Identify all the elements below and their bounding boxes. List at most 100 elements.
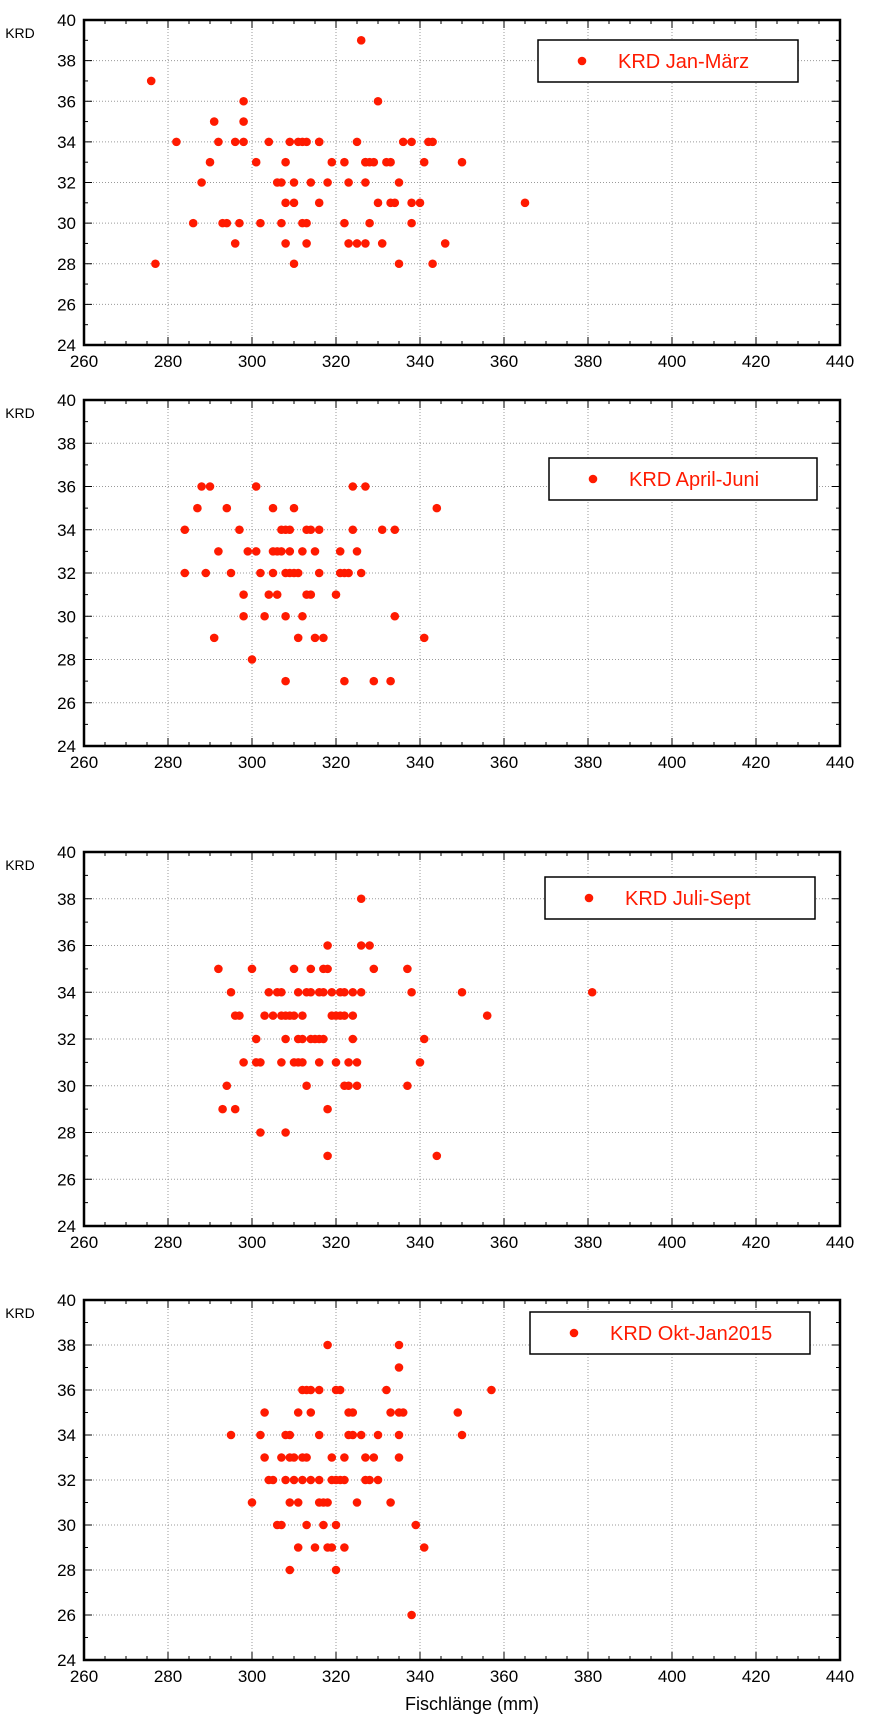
data-point	[298, 1011, 307, 1020]
data-point	[369, 157, 379, 167]
data-point	[356, 1430, 366, 1440]
x-tick-label: 260	[70, 1667, 98, 1686]
data-point	[180, 525, 190, 535]
data-point	[285, 525, 295, 535]
data-point	[319, 633, 328, 643]
y-tick-label: 38	[57, 1336, 76, 1355]
data-point	[369, 1453, 379, 1462]
data-point	[419, 1543, 429, 1552]
data-point	[407, 218, 416, 228]
x-tick-label: 440	[826, 753, 854, 772]
data-point	[369, 964, 379, 974]
data-point	[298, 1475, 307, 1485]
x-tick-label: 340	[406, 1233, 434, 1252]
data-point	[587, 987, 597, 997]
data-point	[331, 1565, 341, 1575]
data-point	[348, 1011, 358, 1020]
data-point	[230, 239, 240, 248]
data-point	[398, 1408, 408, 1417]
data-point	[281, 1475, 290, 1485]
x-tick-label: 400	[658, 1233, 686, 1252]
x-tick-label: 400	[658, 753, 686, 772]
data-point	[407, 137, 416, 147]
data-point	[403, 1081, 412, 1091]
x-tick-label: 280	[154, 352, 182, 371]
data-point	[209, 633, 219, 643]
legend-label: KRD April-Juni	[629, 469, 759, 491]
data-point	[352, 1498, 362, 1507]
data-point	[302, 1081, 311, 1091]
data-point	[314, 1385, 324, 1395]
data-point	[457, 987, 467, 997]
data-point	[365, 218, 374, 228]
legend-marker	[569, 1328, 579, 1338]
data-point	[394, 1363, 404, 1372]
data-point	[298, 611, 307, 621]
data-point	[323, 178, 332, 187]
data-point	[310, 547, 320, 556]
data-point	[331, 1520, 341, 1530]
data-point	[386, 157, 395, 167]
data-point	[277, 1058, 286, 1067]
data-point	[289, 1453, 299, 1462]
y-tick-label: 34	[57, 133, 76, 152]
data-point	[281, 157, 290, 167]
data-point	[251, 157, 261, 167]
plot-frame	[82, 850, 842, 1228]
data-point	[239, 611, 248, 621]
data-point	[218, 1104, 227, 1114]
data-point	[319, 1520, 328, 1530]
data-point	[377, 525, 387, 535]
x-tick-label: 340	[406, 352, 434, 371]
x-tick-label: 260	[70, 753, 98, 772]
plot-frame	[82, 1298, 842, 1662]
legend-label: KRD Juli-Sept	[625, 888, 751, 910]
y-tick-label: 32	[57, 564, 76, 583]
data-point	[394, 178, 404, 187]
data-point	[214, 137, 223, 147]
data-point	[340, 1453, 349, 1462]
data-point	[285, 137, 295, 147]
x-tick-label: 400	[658, 1667, 686, 1686]
data-point	[390, 525, 400, 535]
data-point	[251, 547, 261, 556]
data-point	[373, 198, 383, 208]
data-point	[243, 547, 253, 556]
data-point	[180, 568, 190, 578]
data-point	[319, 987, 328, 997]
y-tick-label: 34	[57, 521, 76, 540]
data-point	[323, 1151, 332, 1161]
x-tick-label: 300	[238, 1667, 266, 1686]
data-point	[302, 137, 311, 147]
data-point	[306, 1408, 316, 1417]
data-point	[314, 137, 324, 147]
data-point	[373, 1475, 383, 1485]
data-point	[277, 178, 286, 187]
data-point	[340, 157, 349, 167]
data-point	[352, 137, 362, 147]
legend-marker	[577, 56, 587, 66]
legend-marker	[588, 474, 598, 484]
data-point	[356, 36, 366, 45]
data-point	[226, 987, 236, 997]
data-point	[289, 503, 299, 513]
x-tick-label: 280	[154, 1233, 182, 1252]
x-tick-label: 440	[826, 352, 854, 371]
data-point	[289, 198, 299, 208]
y-tick-label: 38	[57, 434, 76, 453]
data-point	[289, 178, 299, 187]
x-tick-label: 320	[322, 1233, 350, 1252]
y-tick-label: 24	[57, 336, 76, 355]
data-point	[331, 590, 341, 599]
data-point	[285, 1498, 295, 1507]
data-point	[298, 1034, 307, 1044]
data-point	[314, 1475, 324, 1485]
data-point	[373, 1430, 383, 1440]
data-point	[281, 239, 290, 248]
data-point	[281, 198, 290, 208]
data-point	[293, 987, 303, 997]
data-point	[398, 137, 408, 147]
x-tick-label: 260	[70, 1233, 98, 1252]
data-point	[419, 157, 429, 167]
chart-panel-1: 260 280 300 320 340 360 380 400 420 440 24 26 28 30 32…	[5, 11, 854, 371]
